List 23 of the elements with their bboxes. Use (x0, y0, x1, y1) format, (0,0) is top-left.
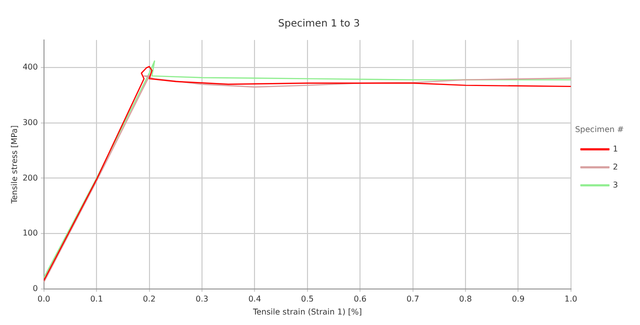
legend-title: Specimen # (575, 124, 624, 134)
x-tick-label: 0.7 (406, 294, 420, 304)
x-tick-label: 0.2 (142, 294, 156, 304)
y-tick-label: 200 (22, 173, 38, 182)
y-tick-label: 0 (32, 284, 38, 293)
legend-label: 1 (612, 144, 618, 154)
y-tick-label: 400 (22, 62, 38, 72)
x-tick-label: 0.5 (301, 294, 314, 304)
legend-label: 3 (612, 180, 618, 190)
x-tick-label: 0.0 (38, 294, 50, 304)
x-tick-label: 0.9 (512, 294, 525, 304)
x-tick-label: 0.6 (354, 294, 366, 304)
x-tick-label: 0.4 (248, 294, 262, 304)
x-tick-label: 1.0 (564, 294, 578, 304)
chart-title: Specimen 1 to 3 (278, 18, 360, 30)
legend-label: 2 (612, 162, 618, 172)
y-axis-title: Tensile stress [MPa] (10, 125, 19, 205)
y-tick-label: 300 (22, 118, 38, 128)
x-axis-title: Tensile strain (Strain 1) [%] (252, 307, 362, 316)
y-tick-label: 100 (22, 228, 38, 238)
x-tick-label: 0.8 (459, 294, 472, 304)
x-tick-label: 0.1 (90, 294, 103, 304)
x-tick-label: 0.3 (196, 294, 208, 304)
